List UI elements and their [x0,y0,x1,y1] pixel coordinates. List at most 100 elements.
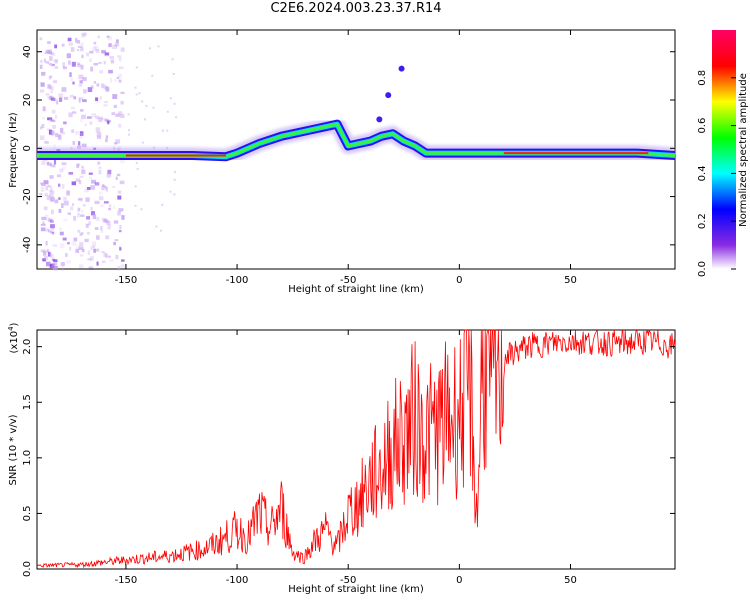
colorbar-tick-label: 0.8 [697,70,708,86]
noise-point [160,229,162,232]
bottom-y-scale-base: (x10 [9,331,20,354]
noise-point [105,52,110,56]
noise-point [54,266,59,270]
noise-point [47,251,51,257]
noise-point [76,163,79,168]
noise-point [103,252,107,257]
noise-point [70,106,75,110]
noise-point [120,264,125,268]
y-tick-label: 0 [22,145,33,151]
noise-point [103,185,107,188]
noise-point [118,123,122,128]
noise-point [94,49,100,52]
noise-point [113,79,118,82]
y-tick-label: -20 [22,188,33,204]
noise-point [106,120,111,123]
noise-point [114,142,118,145]
noise-point [81,249,85,253]
x-tick-label: -150 [115,575,138,586]
noise-point [77,198,83,201]
noise-point [50,228,54,233]
noise-point [51,64,54,67]
noise-point [96,131,102,137]
noise-point [108,69,113,74]
noise-point [143,118,146,121]
noise-point [116,173,121,177]
noise-point [89,176,92,180]
noise-point [94,248,100,252]
noise-point [51,209,54,215]
noise-point [95,127,101,133]
noise-point [92,46,96,52]
noise-point [134,185,137,188]
noise-point [96,216,100,221]
noise-point [81,33,86,38]
noise-point [109,77,112,83]
noise-point [172,73,175,75]
noise-point [81,169,86,175]
noise-point [108,207,112,211]
noise-point [70,47,75,52]
y-tick-label: 0.0 [22,561,33,577]
ridge-blob [376,116,383,123]
noise-point [101,50,106,54]
noise-point [48,129,53,135]
noise-point [106,86,110,91]
top-x-axis-label: Height of straight line (km) [288,284,424,295]
noise-point [136,167,139,170]
noise-point [77,49,80,52]
noise-point [67,212,72,215]
noise-point [116,39,119,43]
noise-point [66,260,71,264]
noise-point [93,81,97,84]
noise-point [41,183,46,187]
noise-point [71,61,76,67]
noise-point [79,175,84,178]
noise-point [118,111,123,115]
noise-point [94,200,100,205]
noise-point [121,259,125,262]
noise-point [98,191,103,195]
noise-point [106,35,110,38]
noise-point [54,44,58,49]
noise-point [60,127,64,133]
noise-point [86,116,92,119]
noise-point [45,240,48,246]
noise-point [54,114,58,119]
noise-point [107,224,111,230]
noise-point [79,197,84,202]
noise-point [118,57,122,62]
x-tick-label: -50 [340,275,356,286]
noise-point [77,163,81,167]
noise-point [48,163,51,167]
noise-point [78,74,84,80]
noise-point [76,40,81,44]
noise-point [151,74,154,77]
noise-point [80,42,84,46]
noise-point [117,266,121,271]
noise-point [98,61,102,64]
noise-point [81,167,85,171]
noise-point [114,42,120,47]
noise-point [54,59,58,64]
y-tick-label: 2.0 [22,339,33,355]
x-tick-label: -100 [226,275,249,286]
noise-point [78,96,84,101]
noise-point [45,60,49,64]
noise-point [173,193,176,196]
noise-point [51,53,56,56]
noise-point [42,106,46,112]
noise-point [97,35,100,39]
noise-point [50,186,53,192]
noise-point [55,132,59,137]
noise-point [43,251,47,256]
noise-point [77,212,81,218]
noise-point [81,143,87,148]
noise-point [145,104,148,107]
noise-point [68,60,71,65]
noise-point [118,79,122,83]
noise-point [65,253,68,257]
noise-point [108,255,111,258]
noise-point [107,36,112,41]
noise-point [102,184,105,187]
